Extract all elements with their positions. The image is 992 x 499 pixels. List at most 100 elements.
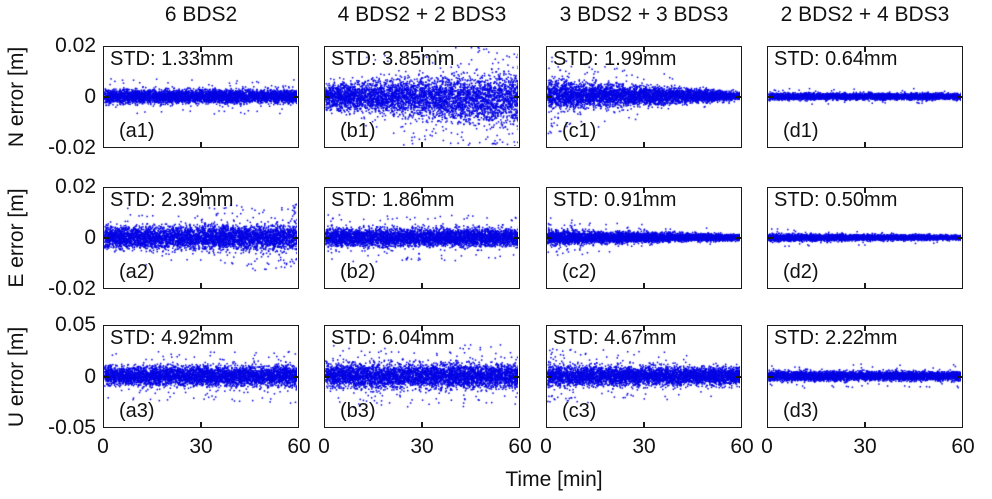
tick-mark	[293, 375, 298, 378]
panel-b1: STD: 3.85mm (b1)	[324, 46, 520, 148]
y-tick-label: 0	[84, 226, 96, 249]
panel-a1: STD: 1.33mm (a1)	[103, 46, 299, 148]
panel-a2: STD: 2.39mm (a2)	[103, 187, 299, 289]
scatter-canvas-a3	[104, 326, 297, 426]
panel-letter-d3: (d3)	[783, 400, 819, 422]
tick-mark	[768, 375, 773, 378]
scatter-canvas-b2	[325, 188, 518, 287]
scatter-canvas-d3	[768, 326, 961, 426]
panel-c2: STD: 0.91mm (c2)	[546, 187, 742, 289]
panel-letter-a1: (a1)	[119, 120, 155, 142]
std-annotation-b3: STD: 6.04mm	[331, 327, 455, 349]
tick-mark	[736, 237, 741, 239]
panel-c1: STD: 1.99mm (c1)	[546, 46, 742, 148]
tick-mark	[864, 326, 866, 331]
tick-mark	[864, 188, 866, 193]
panel-letter-b1: (b1)	[340, 120, 376, 142]
y-tick-label: -0.05	[48, 416, 96, 439]
x-tick-label: 0	[97, 435, 109, 458]
tick-mark	[421, 283, 423, 288]
tick-mark	[421, 422, 423, 427]
x-tick-label: 0	[540, 435, 552, 458]
tick-mark	[200, 422, 202, 427]
x-axis-label: Time [min]	[505, 468, 603, 491]
std-annotation-a2: STD: 2.39mm	[110, 189, 234, 211]
tick-mark	[200, 47, 202, 52]
tick-mark	[200, 188, 202, 193]
tick-mark	[957, 96, 962, 98]
panel-letter-a3: (a3)	[119, 400, 155, 422]
scatter-canvas-d2	[768, 188, 961, 287]
std-annotation-d3: STD: 2.22mm	[774, 327, 898, 349]
column-title-2: 4 BDS2 + 2 BDS3	[337, 3, 507, 26]
panel-c3: STD: 4.67mm (c3)	[546, 325, 742, 428]
scatter-canvas-a1	[104, 47, 297, 146]
panel-d1: STD: 0.64mm (d1)	[767, 46, 963, 148]
std-annotation-a1: STD: 1.33mm	[110, 48, 234, 70]
scatter-canvas-d1	[768, 47, 961, 146]
tick-mark	[104, 96, 109, 98]
y-tick-label: 0.02	[55, 175, 96, 198]
tick-mark	[200, 283, 202, 288]
tick-mark	[325, 96, 330, 98]
tick-mark	[547, 237, 552, 239]
tick-mark	[957, 375, 962, 378]
panel-b3: STD: 6.04mm (b3)	[324, 325, 520, 428]
tick-mark	[864, 422, 866, 427]
tick-mark	[768, 237, 773, 239]
tick-mark	[293, 96, 298, 98]
panel-b2: STD: 1.86mm (b2)	[324, 187, 520, 289]
scatter-canvas-b3	[325, 326, 518, 426]
x-tick-label: 60	[730, 435, 754, 458]
tick-mark	[325, 237, 330, 239]
x-tick-label: 30	[189, 435, 213, 458]
panel-letter-d1: (d1)	[783, 120, 819, 142]
tick-mark	[864, 283, 866, 288]
x-tick-label: 30	[410, 435, 434, 458]
tick-mark	[421, 47, 423, 52]
scatter-canvas-c1	[547, 47, 740, 146]
x-tick-label: 0	[761, 435, 773, 458]
tick-mark	[200, 142, 202, 147]
std-annotation-a3: STD: 4.92mm	[110, 327, 234, 349]
panel-letter-a2: (a2)	[119, 261, 155, 283]
panel-letter-c2: (c2)	[562, 261, 597, 283]
y-axis-label-row2: E error [m]	[5, 188, 28, 288]
tick-mark	[957, 237, 962, 239]
column-title-4: 2 BDS2 + 4 BDS3	[780, 3, 950, 26]
panel-d2: STD: 0.50mm (d2)	[767, 187, 963, 289]
tick-mark	[421, 142, 423, 147]
tick-mark	[547, 375, 552, 378]
std-annotation-b2: STD: 1.86mm	[331, 189, 455, 211]
std-annotation-d2: STD: 0.50mm	[774, 189, 898, 211]
tick-mark	[421, 188, 423, 193]
tick-mark	[325, 375, 330, 378]
y-tick-label: 0	[84, 85, 96, 108]
tick-mark	[768, 96, 773, 98]
std-annotation-d1: STD: 0.64mm	[774, 48, 898, 70]
panel-letter-c1: (c1)	[562, 120, 597, 142]
panel-letter-d2: (d2)	[783, 261, 819, 283]
tick-mark	[643, 283, 645, 288]
scatter-canvas-c3	[547, 326, 740, 426]
tick-mark	[643, 422, 645, 427]
tick-mark	[104, 237, 109, 239]
tick-mark	[421, 326, 423, 331]
panel-letter-b3: (b3)	[340, 400, 376, 422]
column-title-1: 6 BDS2	[164, 3, 238, 26]
y-axis-label-row3: U error [m]	[5, 326, 28, 427]
x-tick-label: 30	[632, 435, 656, 458]
x-tick-label: 0	[318, 435, 330, 458]
panel-d3: STD: 2.22mm (d3)	[767, 325, 963, 428]
x-tick-label: 60	[287, 435, 311, 458]
tick-mark	[643, 47, 645, 52]
tick-mark	[293, 237, 298, 239]
panel-a3: STD: 4.92mm (a3)	[103, 325, 299, 428]
x-tick-label: 60	[951, 435, 975, 458]
scatter-canvas-b1	[325, 47, 518, 146]
panel-letter-b2: (b2)	[340, 261, 376, 283]
std-annotation-c2: STD: 0.91mm	[553, 189, 677, 211]
tick-mark	[514, 237, 519, 239]
y-axis-label-row1: N error [m]	[5, 46, 28, 148]
